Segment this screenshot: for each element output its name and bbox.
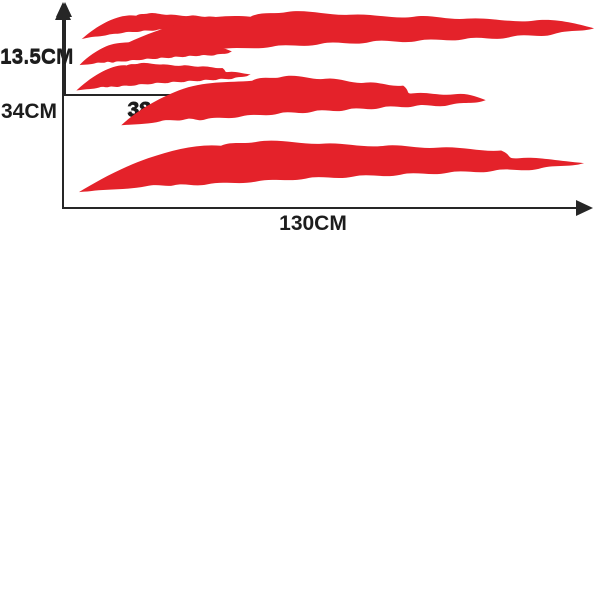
height-dimension-label: 13.5CM bbox=[0, 45, 74, 68]
y-axis-line bbox=[62, 15, 64, 208]
height-dimension-label: 13.5CM bbox=[0, 46, 74, 69]
y-axis-line bbox=[64, 12, 66, 95]
claw-scratch-graphic bbox=[89, 11, 595, 64]
claw-scratch-graphic bbox=[78, 140, 585, 193]
height-dimension-label: 34CM bbox=[0, 100, 57, 123]
claw-scratch-graphic bbox=[121, 75, 486, 126]
width-dimension-label: 130CM bbox=[279, 212, 347, 235]
x-axis-arrow-icon bbox=[576, 200, 593, 216]
x-axis-line bbox=[62, 207, 578, 209]
y-axis-arrow-icon bbox=[55, 3, 71, 20]
x-axis-line bbox=[62, 94, 246, 96]
size-diagram-large-bottom: 34CM 130CM bbox=[0, 0, 600, 250]
